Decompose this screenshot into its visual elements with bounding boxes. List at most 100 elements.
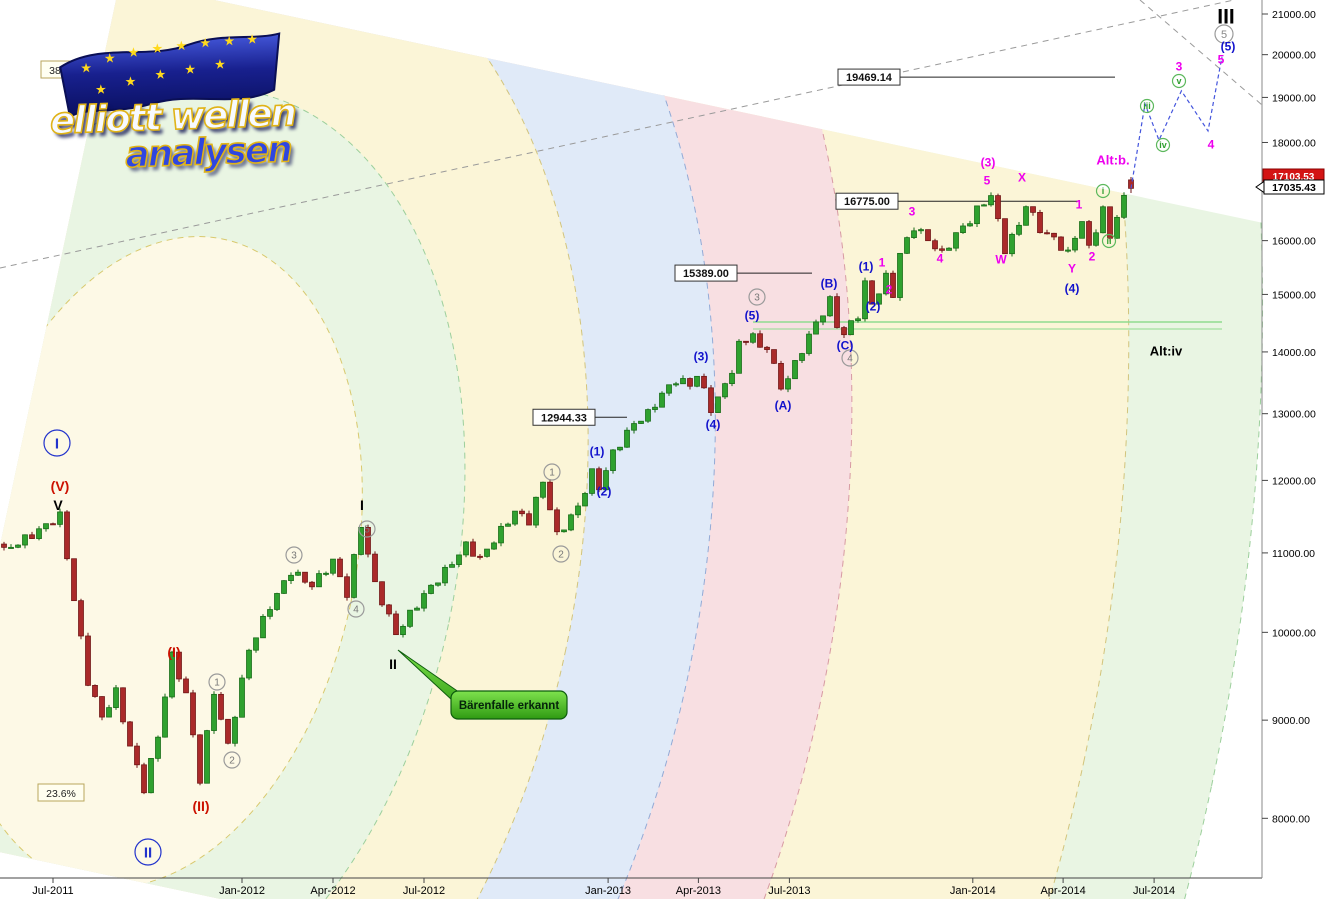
x-tick-label: Jan-2014: [950, 885, 996, 897]
candle-body: [1023, 206, 1029, 226]
candle-body: [813, 321, 819, 335]
price-level-label: 15389.00: [683, 268, 729, 280]
candle-body: [57, 511, 63, 525]
candle-body: [540, 481, 546, 498]
candle-body: [596, 468, 602, 491]
y-tick-label: 20000.00: [1272, 50, 1316, 62]
wave-label: Y: [1068, 261, 1076, 275]
wave-label: I: [55, 435, 59, 452]
candle-body: [582, 493, 588, 507]
candle-body: [218, 693, 224, 720]
candle-body: [981, 204, 987, 207]
candle-body: [407, 609, 413, 627]
candle-body: [743, 340, 749, 343]
x-tick-label: Jul-2011: [32, 885, 73, 897]
candle-body: [736, 340, 742, 374]
candle-body: [589, 468, 595, 494]
candle-body: [750, 333, 756, 343]
wave-label: (4): [1065, 281, 1080, 295]
wave-label-circle: [1095, 183, 1111, 199]
candle-body: [386, 604, 392, 615]
x-tick-label: Apr-2013: [676, 885, 721, 897]
candle-body: [946, 247, 952, 251]
wave-label: 2: [558, 550, 564, 561]
candle-body: [85, 635, 91, 686]
wave-label: 1: [1076, 197, 1083, 211]
candle-body: [1100, 206, 1106, 234]
wave-label: 3: [291, 551, 297, 562]
candle-body: [1037, 212, 1043, 234]
candle-body: [1030, 206, 1036, 213]
wave-label-circle: [347, 600, 365, 618]
candle-body: [911, 230, 917, 238]
candle-body: [358, 527, 364, 555]
candle-body: [225, 718, 231, 744]
wave-label: III: [1217, 6, 1235, 29]
candle-body: [862, 280, 868, 320]
secondary-price-label: 17103.53: [1273, 172, 1315, 183]
candle-body: [211, 693, 217, 731]
callout-text: Bärenfalle erkannt: [459, 700, 560, 712]
wave-label: II: [389, 656, 397, 672]
candle-body: [561, 529, 567, 533]
price-level-box: [532, 408, 596, 426]
x-tick-label: Apr-2014: [1040, 885, 1085, 897]
price-level-box: [835, 192, 899, 210]
candle-body: [932, 240, 938, 250]
wave-label: iv: [1159, 140, 1167, 150]
candle-body: [449, 564, 455, 568]
candle-body: [239, 677, 245, 718]
wave-label: ii: [1106, 236, 1111, 246]
candle-body: [995, 195, 1001, 220]
candle-body: [505, 523, 511, 527]
wave-label: 5: [984, 173, 991, 187]
candle-body: [498, 525, 504, 544]
candle-body: [274, 593, 280, 610]
candle-body: [456, 554, 462, 565]
wave-label: (C): [837, 338, 854, 352]
y-tick-label: 13000.00: [1272, 409, 1316, 421]
candle-body: [1058, 236, 1064, 251]
candle-body: [687, 378, 693, 387]
candle-body: [834, 296, 840, 328]
candle-body: [50, 523, 56, 526]
candle-body: [701, 375, 707, 389]
candle-body: [659, 392, 665, 408]
wave-label: (A): [775, 398, 792, 412]
wave-label: X: [1018, 170, 1026, 184]
wave-label: i: [1102, 186, 1105, 196]
wave-label: (5): [745, 308, 760, 322]
candle-body: [190, 692, 196, 736]
candle-body: [372, 553, 378, 583]
wave-label-circle: [748, 288, 766, 306]
candle-body: [715, 396, 721, 413]
wave-label-circle: [208, 673, 226, 691]
candle-body: [176, 651, 182, 680]
wave-label: v: [1176, 76, 1181, 86]
wave-label: 3: [754, 293, 760, 304]
projection-line: [1130, 56, 1223, 189]
wave-label: 4: [1208, 137, 1215, 151]
candle-body: [925, 229, 931, 242]
price-levels: 19469.14 16775.00 15389.00 12944.33: [532, 68, 1115, 426]
x-tick-label: Jan-2012: [219, 885, 265, 897]
wave-label-circle: [1214, 24, 1234, 44]
candle-body: [708, 387, 714, 413]
wave-label: I: [360, 497, 364, 513]
candle-body: [771, 349, 777, 364]
wave-label-circle: [1139, 98, 1155, 114]
candle-body: [29, 534, 35, 539]
candle-body: [1044, 232, 1050, 235]
candle-body: [162, 696, 168, 738]
candle-body: [792, 360, 798, 380]
candle-body: [1009, 233, 1015, 255]
candle-body: [106, 707, 112, 718]
x-tick-label: Jul-2014: [1133, 885, 1175, 897]
wave-label: 4: [937, 251, 944, 265]
candle-body: [547, 481, 553, 511]
wave-label: 2: [1089, 249, 1096, 263]
candle-body: [624, 429, 630, 448]
fib-arc-outline: [0, 0, 716, 899]
candle-body: [799, 353, 805, 361]
